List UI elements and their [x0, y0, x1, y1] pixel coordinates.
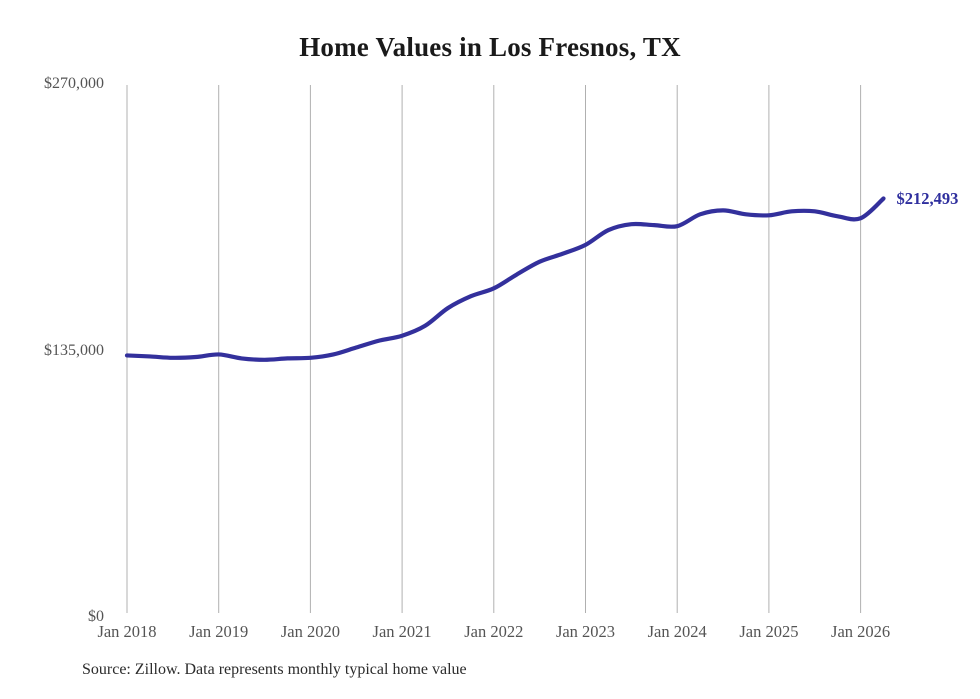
value-line — [124, 196, 886, 362]
x-axis-tick-label: Jan 2023 — [555, 622, 616, 641]
x-axis-tick-label: Jan 2022 — [464, 622, 524, 641]
source-note: Source: Zillow. Data represents monthly … — [82, 661, 467, 678]
x-axis-tick-label: Jan 2021 — [372, 622, 432, 641]
x-axis-tick-label: Jan 2025 — [739, 622, 799, 641]
x-axis-tick-label: Jan 2018 — [97, 622, 157, 641]
end-value-label: $212,493 — [896, 188, 959, 208]
y-axis-tick-label: $0 — [88, 608, 104, 625]
y-axis-tick-label: $270,000 — [44, 75, 104, 92]
y-axis-tick-label: $135,000 — [44, 341, 104, 359]
x-axis-tick-label: Jan 2024 — [647, 622, 707, 641]
x-axis-tick-label: Jan 2020 — [280, 622, 340, 641]
x-axis-tick-label: Jan 2019 — [189, 622, 249, 641]
gridlines-group — [126, 85, 862, 613]
chart-title: Home Values in Los Fresnos, TX — [299, 32, 681, 62]
x-axis-tick-label: Jan 2026 — [831, 622, 891, 641]
